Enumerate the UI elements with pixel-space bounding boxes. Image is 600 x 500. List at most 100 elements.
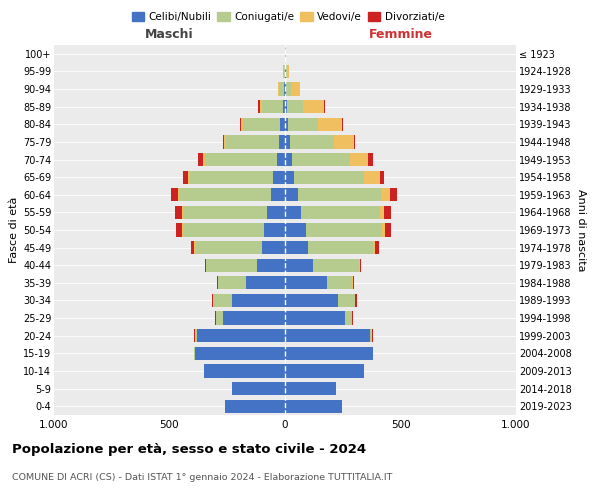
Bar <box>277 153 285 166</box>
Bar <box>188 170 190 183</box>
Bar <box>313 258 359 272</box>
Bar <box>260 100 262 114</box>
Bar <box>350 153 368 166</box>
Bar <box>285 364 364 378</box>
Bar <box>257 258 285 272</box>
Bar <box>345 312 352 324</box>
Bar <box>191 241 194 254</box>
Bar <box>285 100 287 114</box>
Bar <box>205 258 206 272</box>
Bar <box>190 170 274 183</box>
Bar <box>319 118 341 131</box>
Bar <box>380 170 385 183</box>
Bar <box>285 82 286 96</box>
Bar <box>195 346 285 360</box>
Bar <box>199 153 203 166</box>
Bar <box>308 241 373 254</box>
Bar <box>298 188 381 202</box>
Bar <box>370 329 373 342</box>
Bar <box>266 206 285 219</box>
Bar <box>285 170 294 183</box>
Y-axis label: Fasce di età: Fasce di età <box>8 197 19 263</box>
Text: Femmine: Femmine <box>368 28 433 42</box>
Bar <box>216 312 223 324</box>
Bar <box>285 258 313 272</box>
Bar <box>182 224 184 236</box>
Bar <box>341 118 343 131</box>
Bar <box>292 153 350 166</box>
Bar <box>352 312 353 324</box>
Bar <box>224 136 226 148</box>
Bar <box>287 100 304 114</box>
Bar <box>218 276 246 289</box>
Bar <box>259 100 260 114</box>
Bar <box>285 241 308 254</box>
Bar <box>214 294 232 307</box>
Bar <box>271 188 285 202</box>
Bar <box>279 82 284 96</box>
Bar <box>385 224 391 236</box>
Bar <box>285 346 373 360</box>
Bar <box>390 188 397 202</box>
Bar <box>244 118 280 131</box>
Bar <box>285 65 286 78</box>
Bar <box>375 241 379 254</box>
Bar <box>179 188 271 202</box>
Bar <box>194 329 195 342</box>
Bar <box>223 312 285 324</box>
Bar <box>178 188 179 202</box>
Bar <box>352 276 353 289</box>
Bar <box>385 206 391 219</box>
Bar <box>175 206 182 219</box>
Bar <box>205 153 277 166</box>
Bar <box>285 382 336 395</box>
Bar <box>285 329 370 342</box>
Bar <box>368 153 373 166</box>
Bar <box>285 136 290 148</box>
Bar <box>354 136 355 148</box>
Bar <box>204 364 285 378</box>
Bar <box>326 276 352 289</box>
Text: COMUNE DI ACRI (CS) - Dati ISTAT 1° gennaio 2024 - Elaborazione TUTTITALIA.IT: COMUNE DI ACRI (CS) - Dati ISTAT 1° genn… <box>12 472 392 482</box>
Bar <box>279 136 285 148</box>
Bar <box>182 206 184 219</box>
Bar <box>262 241 285 254</box>
Bar <box>283 100 285 114</box>
Bar <box>262 100 283 114</box>
Bar <box>286 65 287 78</box>
Bar <box>287 65 289 78</box>
Bar <box>301 206 380 219</box>
Bar <box>290 136 334 148</box>
Bar <box>246 276 285 289</box>
Bar <box>195 329 197 342</box>
Bar <box>338 294 355 307</box>
Bar <box>285 118 289 131</box>
Bar <box>289 118 319 131</box>
Y-axis label: Anni di nascita: Anni di nascita <box>575 188 586 271</box>
Bar <box>285 276 326 289</box>
Bar <box>240 118 241 131</box>
Bar <box>264 224 285 236</box>
Bar <box>373 241 375 254</box>
Bar <box>285 294 338 307</box>
Bar <box>232 294 285 307</box>
Bar <box>364 170 380 183</box>
Bar <box>285 224 306 236</box>
Bar <box>197 329 285 342</box>
Bar <box>206 258 257 272</box>
Bar <box>285 188 298 202</box>
Bar <box>170 188 178 202</box>
Bar <box>359 258 360 272</box>
Bar <box>306 224 382 236</box>
Bar <box>184 224 264 236</box>
Bar <box>285 153 292 166</box>
Bar <box>241 118 244 131</box>
Bar <box>285 206 301 219</box>
Bar <box>286 82 291 96</box>
Bar <box>195 241 262 254</box>
Bar <box>232 382 285 395</box>
Bar <box>184 206 266 219</box>
Bar <box>203 153 205 166</box>
Bar <box>217 276 218 289</box>
Bar <box>194 346 195 360</box>
